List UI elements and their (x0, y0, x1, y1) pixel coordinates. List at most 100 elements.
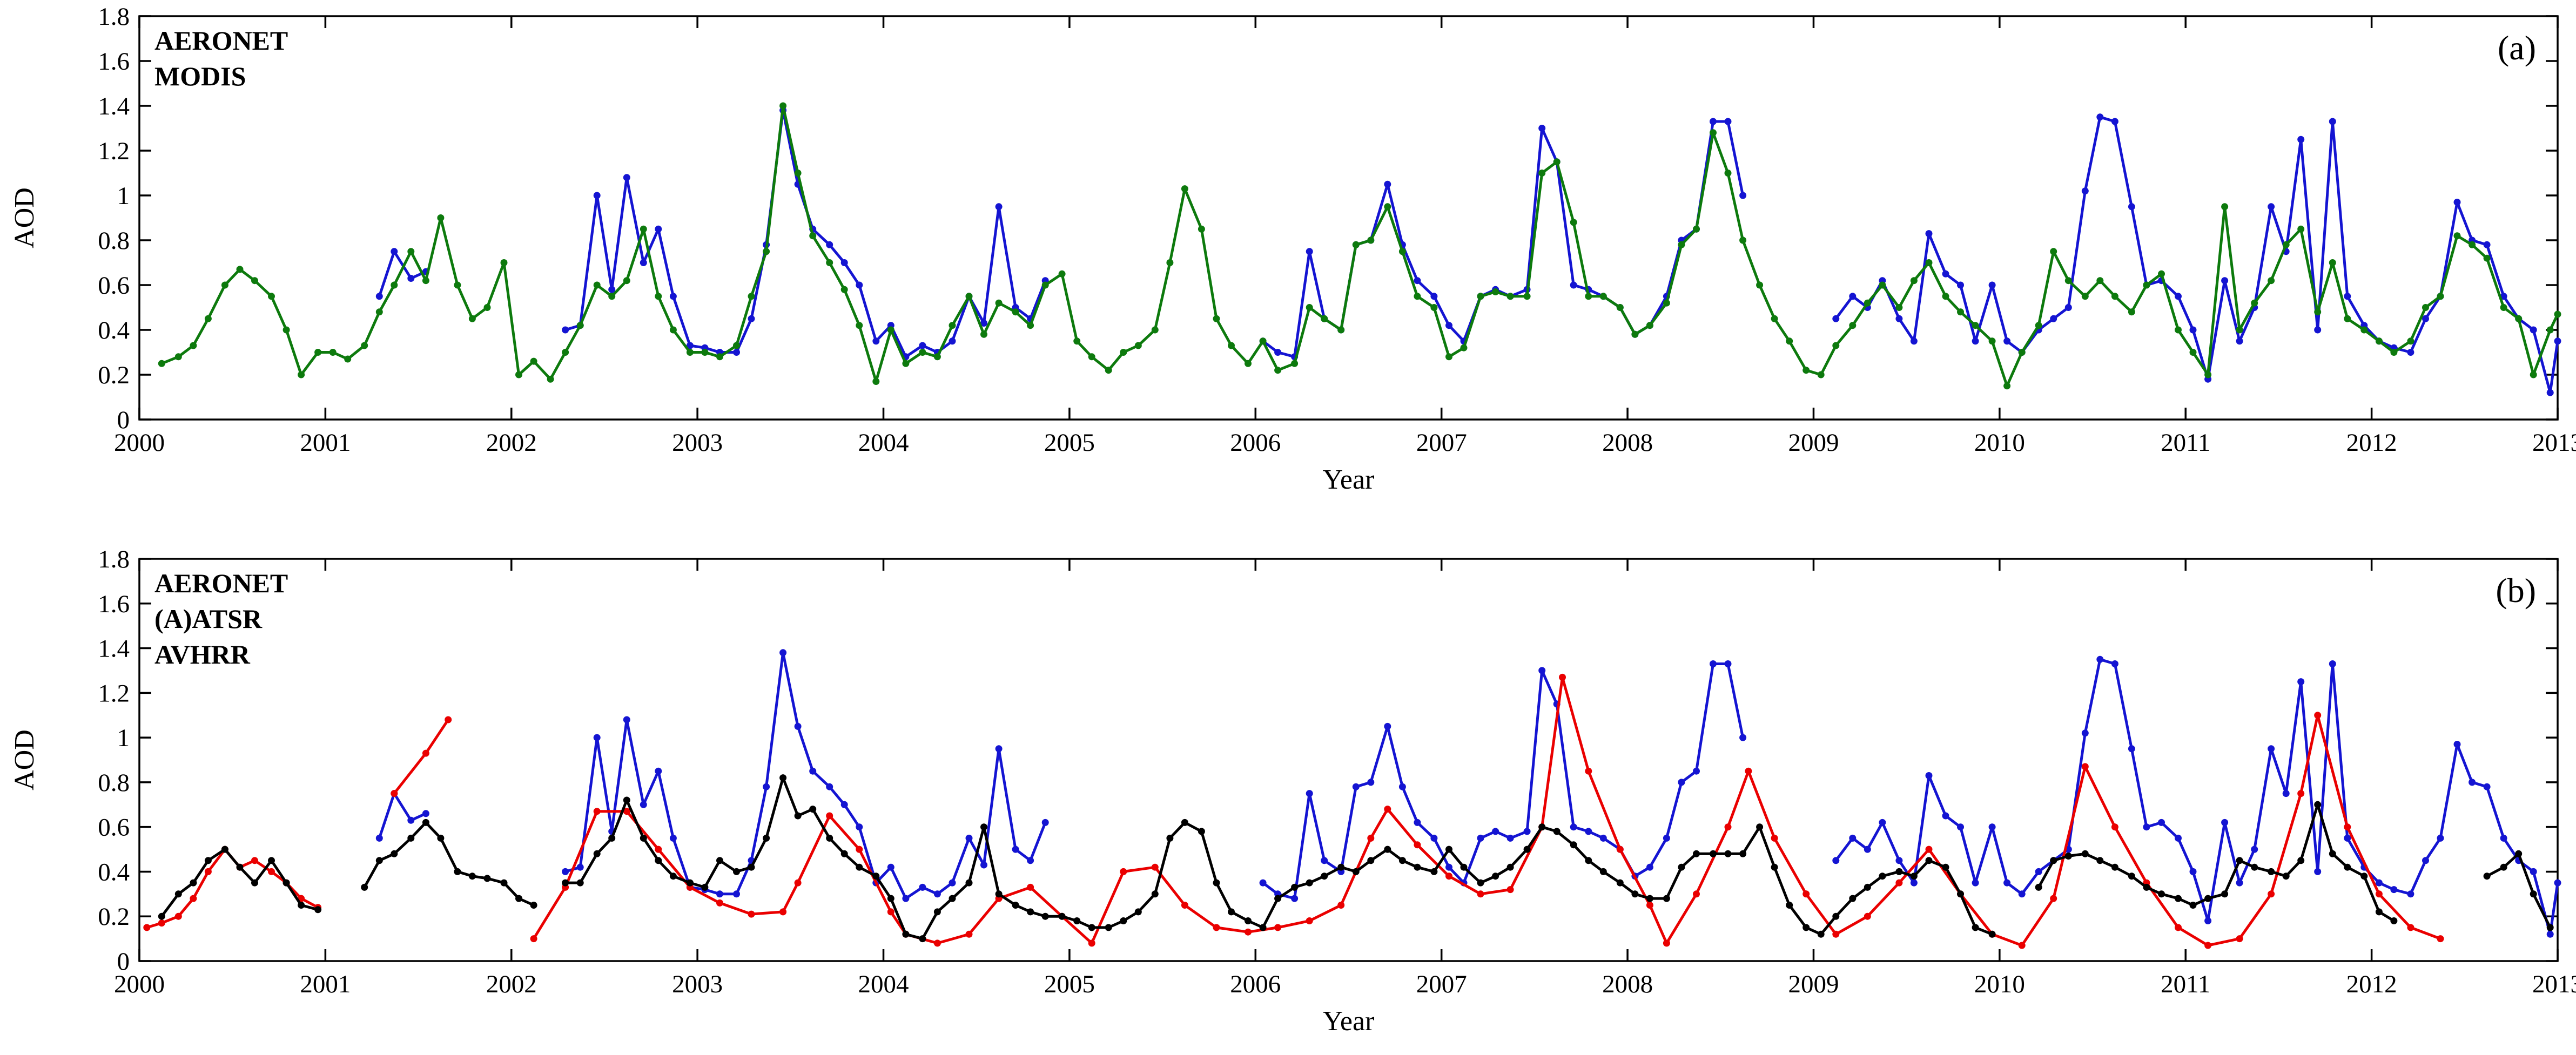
data-point (2236, 337, 2243, 345)
data-point (2128, 745, 2135, 753)
y-tick-label: 1.6 (98, 590, 130, 618)
data-point (1430, 868, 1438, 875)
data-point (2483, 873, 2491, 880)
data-point (2422, 304, 2429, 311)
data-point (2297, 136, 2305, 143)
data-point (422, 277, 429, 285)
data-point (669, 326, 677, 334)
data-point (809, 232, 817, 240)
data-point (1058, 912, 1066, 920)
data-point (733, 349, 740, 356)
data-point (2546, 924, 2554, 931)
data-point (1245, 360, 1252, 367)
data-point (268, 857, 275, 864)
data-point (2554, 310, 2561, 318)
data-point (623, 174, 630, 181)
data-point (779, 908, 787, 916)
data-point (1259, 879, 1267, 887)
x-tick-label: 2004 (858, 429, 909, 457)
data-point (2407, 337, 2414, 345)
data-point (1414, 293, 1421, 300)
data-point (562, 349, 569, 356)
data-point (1321, 315, 1328, 322)
data-point (2158, 890, 2165, 898)
data-point (794, 170, 802, 177)
data-point (1073, 917, 1081, 924)
data-point (919, 935, 926, 943)
data-point (1710, 118, 1717, 125)
data-point (1585, 293, 1592, 300)
data-point (2297, 678, 2305, 686)
data-point (2375, 337, 2383, 345)
data-point (562, 326, 569, 334)
data-point (2282, 241, 2290, 248)
data-point (1786, 337, 1793, 345)
data-point (268, 868, 275, 875)
data-point (2375, 890, 2383, 898)
data-point (1492, 288, 1499, 295)
data-point (2546, 389, 2554, 396)
data-point (1585, 767, 1592, 775)
y-tick-label: 0.4 (98, 316, 130, 344)
data-point (1832, 315, 1840, 322)
data-point (1599, 293, 1607, 300)
data-point (1724, 823, 1732, 831)
data-point (2096, 655, 2104, 663)
data-point (1012, 902, 1019, 909)
data-point (1570, 281, 1577, 289)
data-point (2204, 917, 2212, 924)
data-point (2050, 315, 2057, 322)
data-point (2175, 895, 2182, 902)
y-tick-label: 1.8 (98, 3, 130, 31)
x-tick-label: 2009 (1788, 429, 1839, 457)
series-line-AVHRR (2037, 803, 2396, 922)
data-point (1972, 322, 1979, 329)
data-point (655, 857, 662, 864)
data-point (919, 349, 926, 356)
y-tick-label: 1.6 (98, 48, 130, 76)
y-tick-label: 1 (117, 724, 130, 752)
data-point (748, 910, 755, 918)
data-point (1817, 930, 1825, 938)
data-point (1041, 819, 1049, 826)
data-point (763, 248, 770, 255)
data-point (919, 342, 926, 349)
data-point (1910, 337, 1918, 345)
data-point (1832, 930, 1840, 938)
data-point (980, 861, 987, 869)
data-point (1012, 308, 1019, 316)
data-point (298, 371, 305, 378)
y-tick-label: 0.2 (98, 361, 130, 389)
data-point (174, 353, 182, 361)
data-point (623, 716, 630, 723)
x-tick-label: 2008 (1602, 429, 1653, 457)
data-point (1384, 180, 1391, 188)
data-point (1120, 868, 1127, 875)
data-point (1445, 863, 1452, 871)
data-point (701, 349, 709, 356)
data-point (1864, 912, 1871, 920)
data-point (933, 908, 941, 916)
data-point (1181, 902, 1188, 909)
data-point (190, 895, 197, 902)
data-point (1957, 823, 1964, 831)
y-tick-label: 0.8 (98, 227, 130, 255)
data-point (2111, 863, 2118, 871)
data-point (655, 846, 662, 853)
data-point (1559, 673, 1566, 681)
series-line-(A)ATSR (145, 848, 320, 929)
data-point (1570, 219, 1577, 226)
y-tick-label: 1.2 (98, 137, 130, 165)
data-point (2437, 293, 2444, 300)
y-tick-label: 0.2 (98, 903, 130, 931)
data-point (1027, 908, 1034, 916)
data-point (221, 281, 228, 289)
data-point (1430, 834, 1438, 842)
data-point (1693, 850, 1700, 857)
data-point (329, 349, 337, 356)
data-point (515, 371, 522, 378)
data-point (375, 857, 383, 864)
data-point (1925, 772, 1933, 779)
data-point (1384, 203, 1391, 211)
data-point (933, 890, 941, 898)
